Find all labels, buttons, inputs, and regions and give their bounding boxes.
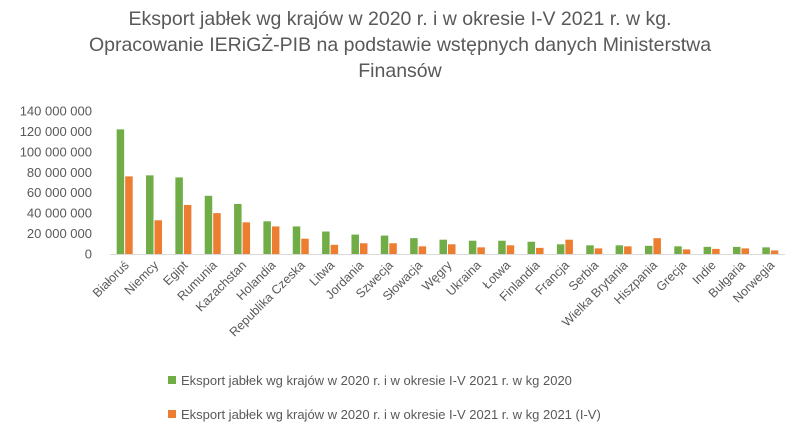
bar-2021 xyxy=(624,246,632,254)
bar-2020 xyxy=(351,234,359,254)
bar-2020 xyxy=(498,240,506,254)
bar-2020 xyxy=(732,246,741,254)
bar-2020 xyxy=(146,175,154,254)
bar-2021 xyxy=(565,239,573,254)
bar-2020 xyxy=(322,231,330,254)
x-category-label: Niemcy xyxy=(122,258,162,298)
bar-2020 xyxy=(175,177,183,254)
y-tick-label: 20 000 000 xyxy=(27,226,92,241)
legend: Eksport jabłek wg krajów w 2020 r. i w o… xyxy=(168,370,601,438)
y-tick-label: 0 xyxy=(85,247,92,262)
bar-2021 xyxy=(506,245,515,254)
bar-2020 xyxy=(674,246,682,254)
y-tick-label: 80 000 000 xyxy=(27,165,92,180)
bar-2020 xyxy=(234,203,242,254)
legend-item-2021: Eksport jabłek wg krajów w 2020 r. i w o… xyxy=(168,404,601,424)
bar-2020 xyxy=(204,195,213,254)
bar-2020 xyxy=(703,246,712,254)
bar-2021 xyxy=(154,220,163,254)
legend-swatch-2021 xyxy=(168,410,176,418)
bar-2020 xyxy=(556,244,565,254)
legend-swatch-2020 xyxy=(168,376,176,384)
x-category-label: Grecja xyxy=(653,258,689,294)
bar-2021 xyxy=(594,248,603,254)
bar-2021 xyxy=(183,204,192,254)
bar-2021 xyxy=(242,222,251,254)
bar-2021 xyxy=(682,249,691,254)
y-tick-label: 140 000 000 xyxy=(20,104,92,119)
bar-2021 xyxy=(712,248,720,254)
y-tick-label: 100 000 000 xyxy=(20,144,92,159)
bar-2021 xyxy=(330,244,339,254)
bar-2021 xyxy=(301,238,309,254)
bar-2021 xyxy=(741,248,749,254)
bar-2021 xyxy=(536,247,544,254)
chart-title-line-2: Opracowanie IERiGŻ-PIB na podstawie wstę… xyxy=(88,34,712,56)
chart-title-line-3: Finansów xyxy=(358,60,442,82)
y-tick-label: 120 000 000 xyxy=(20,124,92,139)
bar-2020 xyxy=(292,226,301,254)
y-tick-label: 60 000 000 xyxy=(27,185,92,200)
bar-2021 xyxy=(389,243,397,254)
bar-2020 xyxy=(263,221,271,254)
bar-2020 xyxy=(615,245,624,254)
bar-2020 xyxy=(439,239,447,254)
bar-2020 xyxy=(468,240,477,254)
bar-2021 xyxy=(653,238,661,254)
bar-2021 xyxy=(271,226,280,254)
bar-2020 xyxy=(410,238,418,254)
bar-2021 xyxy=(359,243,368,254)
y-tick-label: 40 000 000 xyxy=(27,206,92,221)
bar-2020 xyxy=(380,235,389,254)
bar-2021 xyxy=(418,246,427,254)
y-axis: 0 20 000 000 40 000 000 60 000 000 80 000 00… xyxy=(20,104,92,262)
bar-2020 xyxy=(644,245,653,254)
legend-label-2021: Eksport jabłek wg krajów w 2020 r. i w o… xyxy=(181,406,601,422)
bar-2020 xyxy=(762,247,770,254)
legend-label-2020: Eksport jabłek wg krajów w 2020 r. i w o… xyxy=(181,372,572,388)
bar-2020 xyxy=(116,129,125,254)
chart-title: Eksport jabłek wg krajów w 2020 r. i w o… xyxy=(0,6,800,84)
bar-2021 xyxy=(770,250,779,254)
bar-2021 xyxy=(213,213,221,254)
bar-2020 xyxy=(527,241,536,254)
bars xyxy=(116,129,779,254)
x-category-label: Białoruś xyxy=(90,258,132,300)
bar-2021 xyxy=(477,247,485,254)
bar-2021 xyxy=(448,244,456,254)
chart-title-line-1: Eksport jabłek wg krajów w 2020 r. i w o… xyxy=(128,8,672,30)
bar-2021 xyxy=(125,176,133,254)
legend-item-2020: Eksport jabłek wg krajów w 2020 r. i w o… xyxy=(168,370,601,390)
bar-2020 xyxy=(586,245,594,254)
